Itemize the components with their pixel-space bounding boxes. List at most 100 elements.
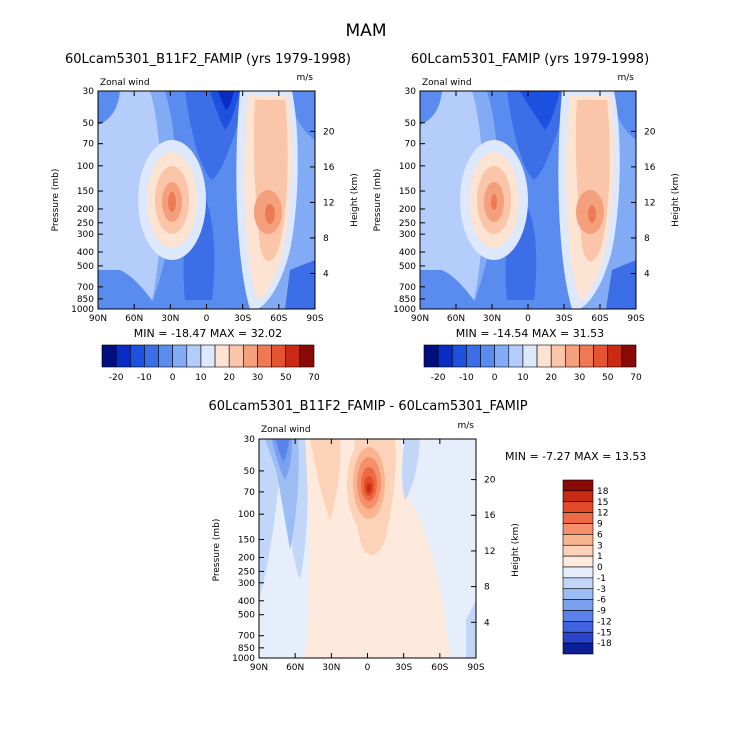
colorbar-label: -10: [137, 373, 152, 383]
colorbar-label: 30: [252, 373, 264, 383]
colorbar-swatch: [562, 534, 594, 546]
colorbar-swatch: [562, 577, 594, 590]
y-tick-label: 700: [77, 283, 94, 293]
panel-subtitle-right: m/s: [458, 421, 475, 431]
y-tick-label: 850: [238, 644, 255, 654]
y-tick-label: 250: [238, 567, 255, 577]
y-tick-label: 50: [83, 119, 95, 129]
y-axis-label-right: Height (km): [350, 173, 360, 227]
colorbar-swatch: [562, 512, 594, 524]
colorbar-swatch: [593, 344, 609, 368]
y-tick-label-right: 20: [323, 127, 335, 137]
y-tick-label: 30: [244, 435, 256, 445]
y-tick-label: 850: [399, 295, 416, 305]
x-tick-label: 60N: [447, 314, 465, 324]
y-tick-label-right: 12: [323, 198, 334, 208]
colorbar-swatch: [562, 555, 594, 568]
colorbar-swatch: [257, 344, 272, 368]
colorbar-swatch: [466, 344, 481, 368]
y-tick-label: 200: [77, 205, 94, 215]
y-tick-label: 300: [399, 230, 416, 240]
y-tick-label: 50: [405, 119, 417, 129]
colorbar-label: 70: [308, 373, 320, 383]
x-tick-label: 60N: [125, 314, 143, 324]
y-tick-label: 1000: [71, 305, 94, 315]
y-tick-label: 70: [244, 488, 256, 498]
x-ticks: 90N 60N 30N 0 30S 60S 90S: [250, 439, 485, 673]
colorbar-swatch: [562, 501, 594, 513]
panel-difference: 60Lcam5301_B11F2_FAMIP - 60Lcam5301_FAMI…: [208, 399, 646, 673]
y-tick-label-right: 12: [484, 547, 495, 557]
y-ticks-right: 20 16 12 8 4: [310, 127, 335, 279]
x-tick-label: 30N: [483, 314, 501, 324]
colorbar-swatch: [115, 344, 131, 368]
colorbar-swatch: [562, 599, 594, 611]
y-tick-label: 500: [77, 262, 94, 272]
y-axis-label: Pressure (mb): [212, 519, 222, 582]
x-tick-label: 90S: [306, 314, 323, 324]
colorbar-swatch: [243, 344, 258, 368]
y-tick-label: 850: [77, 295, 94, 305]
y-tick-label: 100: [399, 162, 416, 172]
contour-field: [420, 91, 636, 309]
y-ticks-right: 20 16 12 8 4: [631, 127, 656, 279]
min-max-text: MIN = -7.27 MAX = 13.53: [505, 450, 646, 463]
colorbar-label: -6: [597, 596, 606, 606]
y-tick-label-right: 16: [323, 163, 335, 173]
panel-subtitle-left: Zonal wind: [100, 78, 150, 88]
x-tick-label: 0: [525, 314, 531, 324]
colorbar-swatch: [228, 344, 244, 368]
y-tick-label: 250: [399, 219, 416, 229]
x-ticks: 90N 60N 30N 0 30S 60S 90S: [411, 91, 645, 324]
x-tick-label: 90N: [89, 314, 107, 324]
min-max-text: MIN = -14.54 MAX = 31.53: [456, 327, 604, 340]
y-axis-label: Pressure (mb): [51, 169, 61, 232]
colorbar-label: -1: [597, 574, 606, 584]
colorbar-label: 0: [492, 373, 498, 383]
x-ticks: 90N 60N 30N 0 30S 60S 90S: [89, 91, 324, 324]
contour-field: [98, 91, 315, 309]
y-tick-label-right: 4: [484, 618, 490, 628]
colorbar-swatch: [579, 344, 594, 368]
colorbar-label: 70: [630, 373, 642, 383]
x-tick-label: 30S: [555, 314, 572, 324]
panel-title: 60Lcam5301_FAMIP (yrs 1979-1998): [411, 52, 649, 67]
colorbar-swatch: [285, 344, 301, 368]
x-tick-label: 30S: [234, 314, 251, 324]
y-tick-label-right: 12: [644, 198, 655, 208]
colorbar-swatch: [562, 631, 594, 644]
colorbar-swatch: [562, 621, 594, 633]
y-tick-label-right: 4: [323, 269, 329, 279]
colorbar-swatch: [494, 344, 510, 368]
y-tick-label: 100: [238, 510, 255, 520]
colorbar-swatch: [172, 344, 188, 368]
colorbar-swatch: [621, 344, 637, 368]
x-tick-label: 60N: [286, 663, 304, 673]
y-tick-label: 500: [399, 262, 416, 272]
colorbar-swatch: [562, 523, 594, 535]
y-tick-label-right: 20: [644, 127, 656, 137]
colorbar-swatch: [562, 544, 594, 557]
y-axis-label: Pressure (mb): [373, 169, 383, 232]
x-tick-label: 60S: [591, 314, 608, 324]
y-tick-label: 400: [399, 248, 416, 258]
colorbar-label: 30: [574, 373, 586, 383]
y-tick-label: 700: [399, 283, 416, 293]
colorbar-label: 20: [223, 373, 235, 383]
y-tick-label: 1000: [232, 654, 255, 664]
x-tick-label: 30N: [322, 663, 340, 673]
colorbar-label: -3: [597, 585, 606, 595]
panel-subtitle-right: m/s: [297, 73, 314, 83]
y-tick-label: 700: [238, 632, 255, 642]
colorbar: -20 -10 0 10 20 30 50 70: [423, 344, 642, 383]
colorbar-label: -20: [431, 373, 446, 383]
colorbar-swatch: [299, 344, 315, 368]
colorbar-swatch: [562, 610, 594, 622]
colorbar-label: 6: [597, 530, 603, 540]
panel-subtitle-right: m/s: [618, 73, 635, 83]
y-tick-label: 500: [238, 611, 255, 621]
colorbar-label: 3: [597, 541, 603, 551]
